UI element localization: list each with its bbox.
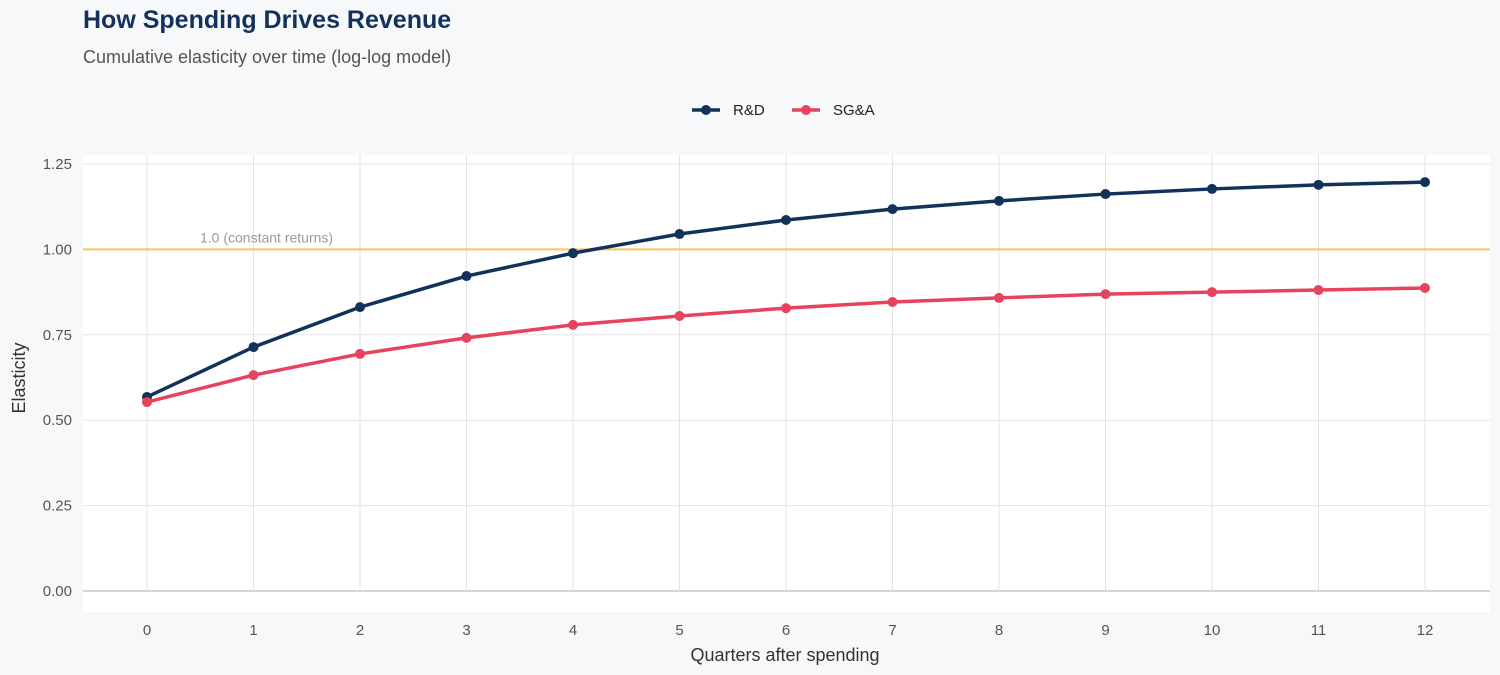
data-point <box>1100 289 1111 300</box>
data-point <box>994 292 1004 303</box>
x-tick-label: 0 <box>143 622 151 639</box>
data-point <box>1420 177 1430 188</box>
legend-label: SG&A <box>833 102 875 119</box>
data-point <box>1313 285 1324 296</box>
data-point <box>674 311 685 322</box>
legend-key-point <box>801 105 811 115</box>
data-point <box>568 319 578 330</box>
x-tick-label: 9 <box>1101 622 1109 639</box>
x-tick-label: 11 <box>1311 622 1327 639</box>
x-tick-label: 6 <box>782 622 790 639</box>
data-point <box>781 303 791 314</box>
x-axis-label: Quarters after spending <box>690 645 879 665</box>
data-point <box>887 204 898 215</box>
reference-line-label: 1.0 (constant returns) <box>200 229 333 245</box>
x-tick-label: 2 <box>356 622 364 639</box>
x-tick-label: 3 <box>462 622 470 639</box>
x-tick-label: 1 <box>249 622 257 639</box>
chart-subtitle: Cumulative elasticity over time (log-log… <box>83 47 452 67</box>
data-point <box>781 215 791 226</box>
data-point <box>674 229 685 240</box>
data-point <box>248 370 259 381</box>
data-point <box>1420 283 1430 294</box>
y-axis-label: Elasticity <box>9 342 29 413</box>
data-point <box>1313 179 1324 190</box>
legend-label: R&D <box>733 102 765 119</box>
data-point <box>248 342 259 353</box>
data-point <box>355 302 365 313</box>
x-tick-label: 10 <box>1204 622 1221 639</box>
y-tick-label: 0.25 <box>43 498 72 515</box>
x-tick-label: 4 <box>569 622 577 639</box>
data-point <box>568 248 578 259</box>
y-tick-label: 0.00 <box>43 583 72 600</box>
y-tick-label: 1.25 <box>43 156 72 173</box>
data-point <box>1207 183 1217 194</box>
x-tick-label: 12 <box>1417 622 1434 639</box>
x-tick-label: 8 <box>995 622 1003 639</box>
y-tick-label: 0.50 <box>43 412 72 429</box>
data-point <box>355 348 365 359</box>
data-point <box>1207 287 1217 298</box>
data-point <box>461 271 472 282</box>
data-point <box>887 297 898 308</box>
y-tick-label: 0.75 <box>43 327 72 344</box>
chart-title: How Spending Drives Revenue <box>83 6 452 34</box>
x-tick-label: 5 <box>675 622 683 639</box>
legend-key-point <box>701 105 711 115</box>
data-point <box>142 397 152 408</box>
data-point <box>1100 189 1111 200</box>
data-point <box>461 332 472 343</box>
x-tick-label: 7 <box>888 622 896 639</box>
data-point <box>994 195 1004 206</box>
y-tick-label: 1.00 <box>43 241 72 258</box>
